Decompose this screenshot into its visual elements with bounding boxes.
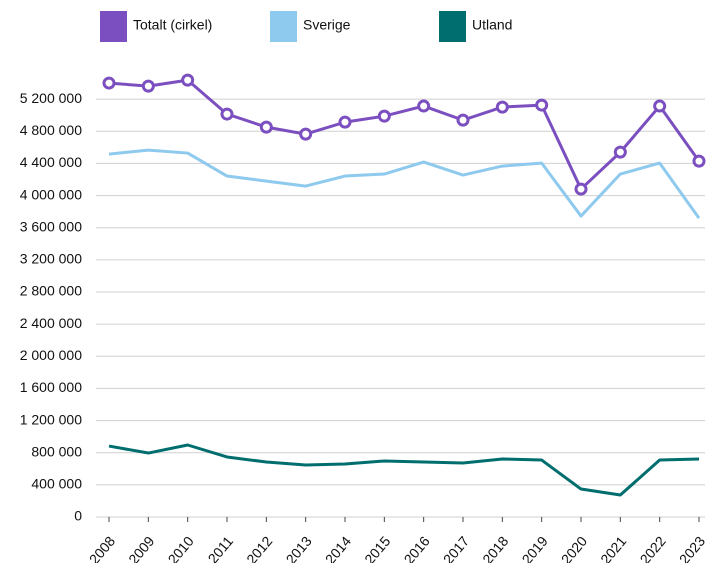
y-tick-label: 4 400 000	[20, 154, 82, 170]
y-tick-label: 1 200 000	[20, 411, 82, 427]
point-marker	[653, 99, 667, 113]
point-marker	[259, 120, 273, 134]
y-tick-label: 400 000	[31, 476, 82, 492]
y-tick-label: 4 000 000	[20, 186, 82, 202]
point-marker	[299, 127, 313, 141]
point-marker	[181, 73, 195, 87]
y-tick-label: 3 600 000	[20, 218, 82, 234]
x-tick-label: 2021	[597, 533, 629, 563]
legend-swatch	[439, 11, 466, 42]
point-marker	[141, 79, 155, 93]
y-tick-label: 5 200 000	[20, 90, 82, 106]
point-marker	[220, 107, 234, 121]
x-tick-label: 2016	[401, 533, 433, 563]
x-tick-label: 2008	[86, 533, 118, 563]
legend-label: Sverige	[303, 17, 351, 33]
point-marker	[574, 182, 588, 196]
series-line	[108, 78, 701, 191]
x-tick-label: 2023	[676, 533, 708, 563]
legend-label: Utland	[472, 17, 512, 33]
x-tick-label: 2009	[125, 533, 157, 563]
point-marker	[692, 154, 706, 168]
point-marker	[102, 76, 116, 90]
x-tick-label: 2015	[361, 533, 393, 563]
x-tick-label: 2013	[283, 533, 315, 563]
point-marker	[417, 99, 431, 113]
legend-label: Totalt (cirkel)	[133, 17, 212, 33]
x-tick-label: 2010	[165, 533, 197, 563]
x-tick-label: 2018	[479, 533, 511, 563]
x-tick-label: 2012	[243, 533, 275, 563]
x-tick-label: 2011	[205, 533, 237, 563]
point-marker	[377, 109, 391, 123]
x-tick-label: 2019	[519, 533, 551, 563]
y-tick-label: 3 200 000	[20, 251, 82, 267]
legend-swatch	[270, 11, 297, 42]
x-tick-label: 2022	[637, 533, 669, 563]
x-tick-label: 2017	[440, 533, 472, 563]
series-line	[108, 443, 700, 497]
point-marker	[535, 98, 549, 112]
point-marker	[495, 100, 509, 114]
x-tick-label: 2014	[322, 533, 354, 563]
point-marker	[338, 115, 352, 129]
y-tick-label: 800 000	[31, 443, 82, 459]
y-tick-label: 2 400 000	[20, 315, 82, 331]
y-tick-label: 2 000 000	[20, 347, 82, 363]
x-tick-label: 2020	[558, 533, 590, 563]
series-line	[108, 148, 701, 219]
point-marker	[456, 113, 470, 127]
y-tick-label: 2 800 000	[20, 283, 82, 299]
y-tick-label: 1 600 000	[20, 379, 82, 395]
y-tick-label: 0	[74, 508, 82, 524]
y-tick-label: 4 800 000	[20, 122, 82, 138]
legend-swatch	[100, 11, 127, 42]
point-marker	[613, 145, 627, 159]
